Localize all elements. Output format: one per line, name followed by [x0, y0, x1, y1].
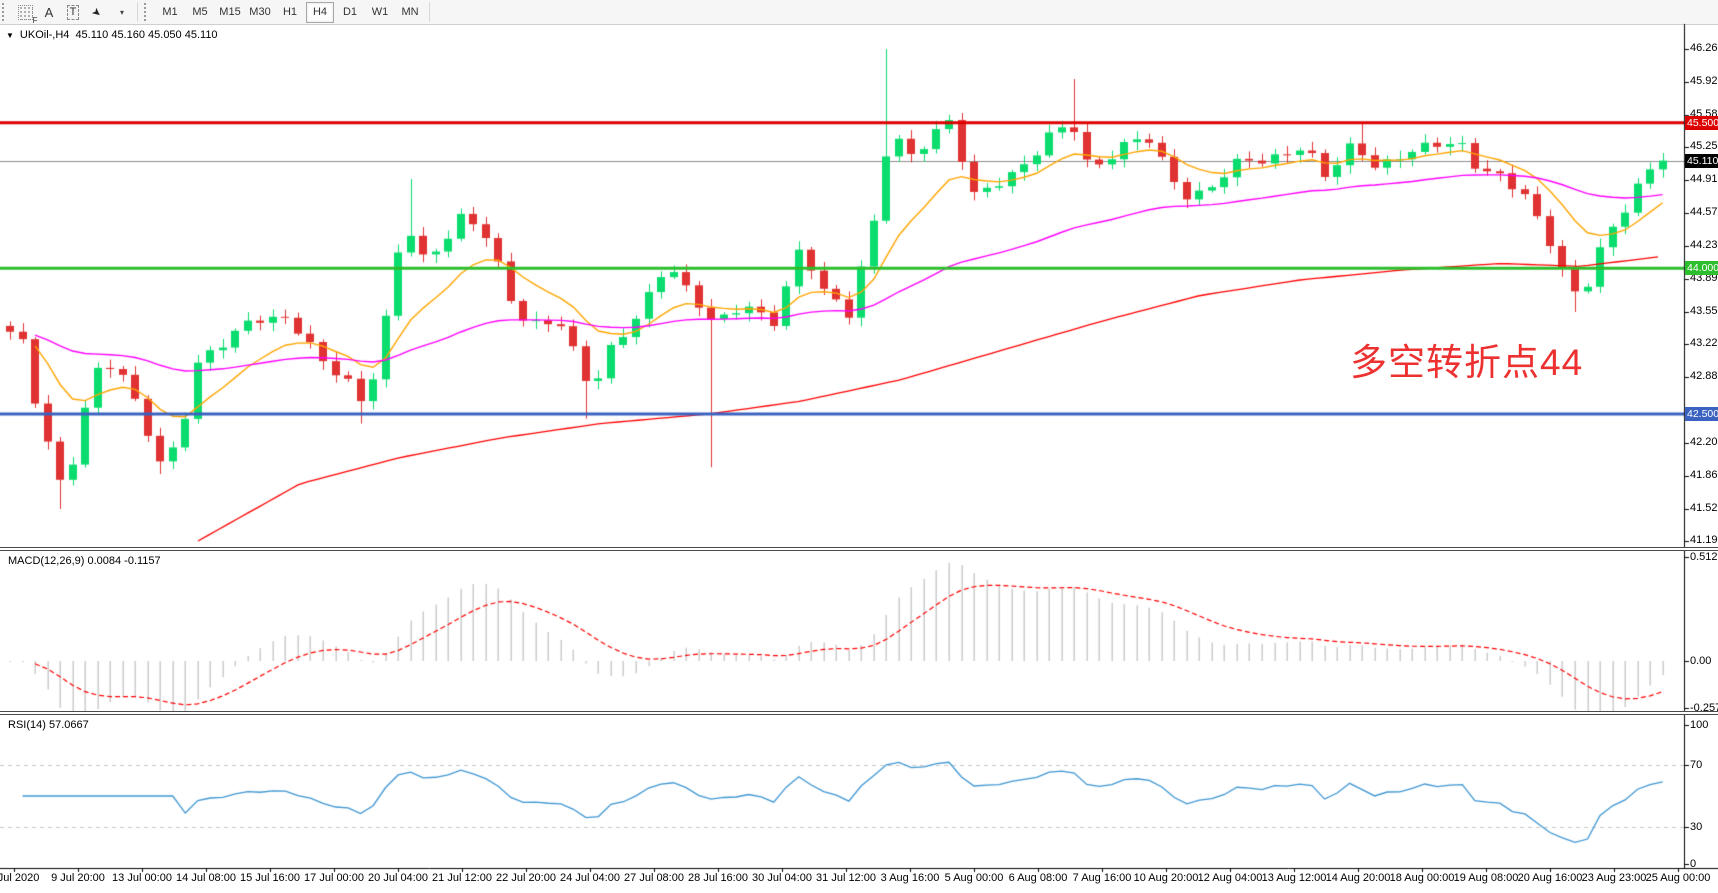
price-tick-label: 46.260 [1690, 42, 1718, 54]
time-tick-label: 30 Jul 04:00 [752, 872, 812, 884]
price-tick-label: 43.550 [1690, 304, 1718, 317]
time-tick-label: 7 Aug 16:00 [1072, 872, 1132, 884]
time-tick-label: 9 Jul 20:00 [51, 872, 105, 884]
time-tick-label: 22 Jul 20:00 [496, 872, 556, 884]
price-tick-label: 41.520 [1690, 501, 1718, 514]
symbol-dropdown-icon[interactable]: ▼ [6, 30, 14, 40]
indicator-axis-label: 30 [1690, 821, 1703, 833]
price-tick-label: 41.860 [1690, 468, 1718, 481]
time-tick-label: 13 Aug 12:00 [1261, 872, 1327, 884]
time-tick-label: 14 Jul 08:00 [176, 872, 236, 884]
price-tick-label: 44.570 [1690, 206, 1718, 218]
time-tick-label: 31 Jul 12:00 [816, 872, 876, 884]
macd-label: MACD(12,26,9) 0.0084 -0.1157 [8, 555, 161, 567]
time-tick-label: 3 Aug 16:00 [880, 872, 940, 884]
price-badge-45.110: 45.110 [1685, 153, 1718, 168]
ohlc-values: 45.110 45.160 45.050 45.110 [75, 29, 218, 41]
time-tick-label: 28 Jul 16:00 [688, 872, 748, 884]
time-tick-label: 27 Jul 08:00 [624, 872, 684, 884]
time-tick-label: 18 Aug 00:00 [1389, 872, 1455, 884]
panel-splitter-rsi[interactable] [0, 711, 1718, 715]
panel-splitter-macd[interactable] [0, 547, 1718, 551]
price-badge-45.500: 45.500 [1685, 115, 1718, 130]
chart-header: ▼ UKOil-,H4 45.110 45.160 45.050 45.110 [6, 29, 218, 41]
time-tick-label: 14 Aug 20:00 [1325, 872, 1391, 884]
time-tick-label: 5 Aug 00:00 [944, 872, 1004, 884]
price-tick-label: 42.880 [1690, 370, 1718, 382]
time-tick-label: 17 Jul 00:00 [304, 872, 364, 884]
time-tick-label: 8 Jul 2020 [0, 872, 40, 884]
time-tick-label: 10 Aug 20:00 [1133, 872, 1199, 884]
price-tick-label: 45.920 [1690, 74, 1718, 87]
time-tick-label: 6 Aug 08:00 [1008, 872, 1068, 884]
indicator-axis-label: -0.2578 [1690, 702, 1718, 714]
symbol-title: UKOil-,H4 [19, 29, 70, 41]
price-tick-label: 45.250 [1690, 140, 1718, 152]
price-tick-label: 43.220 [1690, 337, 1718, 349]
indicator-axis-label: 0 [1690, 858, 1697, 870]
time-tick-label: 20 Jul 04:00 [368, 872, 428, 884]
chart-annotation-text: 多空转折点44 [1350, 342, 1584, 383]
time-tick-label: 19 Aug 08:00 [1453, 872, 1519, 884]
price-tick-label: 44.910 [1690, 173, 1718, 185]
price-badge-42.500: 42.500 [1685, 406, 1718, 421]
time-tick-label: 12 Aug 04:00 [1197, 872, 1263, 884]
time-tick-label: 13 Jul 00:00 [112, 872, 172, 884]
time-tick-label: 20 Aug 16:00 [1517, 872, 1583, 884]
time-tick-label: 15 Jul 16:00 [240, 872, 300, 884]
price-tick-label: 44.230 [1690, 238, 1718, 251]
indicator-axis-label: 70 [1690, 759, 1703, 771]
time-tick-label: 23 Aug 23:00 [1581, 872, 1647, 884]
indicator-axis-label: 0.00 [1690, 655, 1712, 667]
indicator-axis-label: 0.5121 [1690, 551, 1718, 563]
time-tick-label: 24 Jul 04:00 [560, 872, 620, 884]
price-tick-label: 42.200 [1690, 435, 1718, 448]
price-tick-label: 41.190 [1690, 534, 1718, 546]
time-tick-label: 21 Jul 12:00 [432, 872, 492, 884]
indicator-axis-label: 100 [1690, 719, 1709, 731]
price-badge-44.000: 44.000 [1685, 261, 1718, 276]
time-tick-label: 25 Aug 00:00 [1645, 872, 1711, 884]
rsi-label: RSI(14) 57.0667 [8, 719, 89, 731]
